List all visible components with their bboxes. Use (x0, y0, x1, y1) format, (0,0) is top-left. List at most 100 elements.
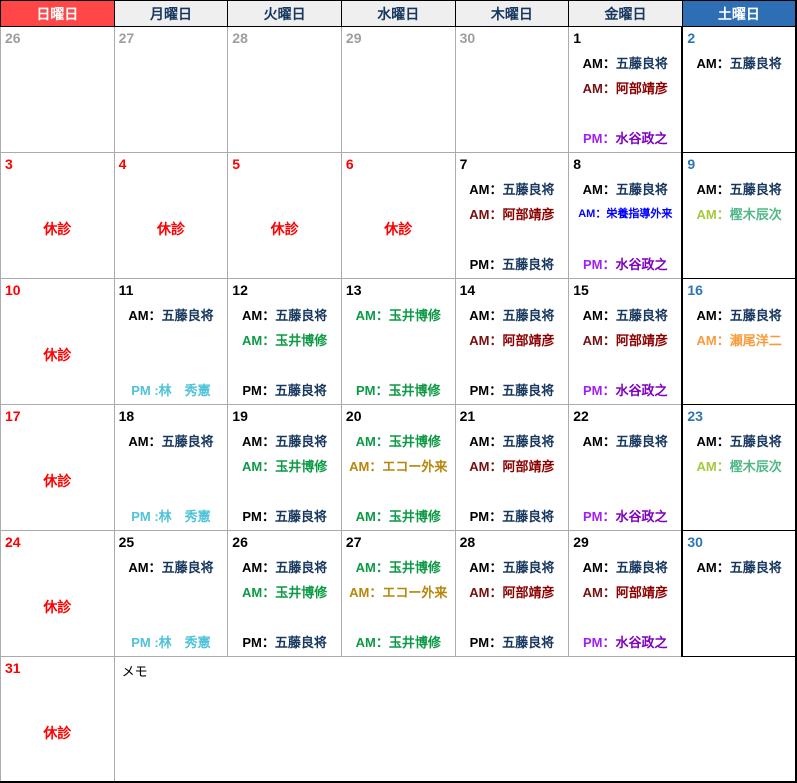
shift-label: AM： (469, 434, 503, 449)
doctor-name: 玉井博修 (275, 459, 328, 474)
calendar-week-row: 3 休診 4 休診 5 休診 6 休診 7 AM：五藤良将 AM：阿部靖彦 PM：五藤良将 8 AM：五藤… (0, 152, 797, 279)
shift-label: PM： (355, 383, 389, 398)
day-cell-10[interactable]: 10 休診 (0, 278, 115, 405)
schedule-line: AM：五藤良将 (569, 303, 681, 328)
schedule-line: AM：エコー外来 (342, 454, 455, 479)
day-cell-7[interactable]: 7 AM：五藤良将 AM：阿部靖彦 PM：五藤良将 (454, 152, 570, 279)
day-cell-25[interactable]: 25 AM：五藤良将 PM :林 秀憲 (113, 530, 229, 657)
day-cell-9[interactable]: 9 AM：五藤良将 AM：樫木辰次 (681, 152, 797, 279)
doctor-name: 五藤良将 (161, 560, 214, 575)
shift-label: PM： (469, 509, 503, 524)
schedule-lines: AM：五藤良将 AM：瀬尾洋二 (683, 303, 795, 403)
doctor-name: 五藤良将 (615, 56, 668, 71)
day-cell-28[interactable]: 28 AM：五藤良将 AM：阿部靖彦 PM：五藤良将 (454, 530, 570, 657)
day-cell-5[interactable]: 5 休診 (227, 152, 342, 279)
doctor-name: 水谷政之 (615, 635, 668, 650)
doctor-name: 五藤良将 (274, 383, 327, 398)
schedule-line: AM：阿部靖彦 (456, 580, 569, 605)
schedule-line (115, 328, 228, 353)
day-cell-12[interactable]: 12 AM：五藤良将 AM：玉井博修 PM：五藤良将 (227, 278, 342, 405)
doctor-name: 五藤良将 (615, 434, 668, 449)
day-cell-1[interactable]: 1 AM：五藤良将 AM：阿部靖彦 PM：水谷政之 (568, 26, 683, 153)
day-cell-11[interactable]: 11 AM：五藤良将 PM :林 秀憲 (113, 278, 229, 405)
schedule-line: PM：五藤良将 (456, 378, 569, 403)
schedule-line: AM：五藤良将 (569, 429, 681, 454)
shift-label: AM： (469, 459, 503, 474)
day-cell-29[interactable]: 29 AM：五藤良将 AM：阿部靖彦 PM：水谷政之 (568, 530, 683, 657)
date-number: 8 (573, 156, 581, 172)
day-cell-26[interactable]: 26 (0, 26, 115, 153)
date-number: 9 (687, 156, 696, 172)
schedule-line (569, 454, 681, 479)
day-cell-24[interactable]: 24 休診 (0, 530, 115, 657)
day-cell-28[interactable]: 28 (227, 26, 342, 153)
day-cell-13[interactable]: 13 AM：玉井博修 PM：玉井博修 (340, 278, 456, 405)
schedule-line (115, 126, 228, 151)
day-cell-18[interactable]: 18 AM：五藤良将 PM :林 秀憲 (113, 404, 229, 531)
shift-label: PM： (583, 635, 616, 650)
day-cell-6[interactable]: 6 休診 (340, 152, 456, 279)
schedule-line (456, 51, 569, 76)
day-cell-27[interactable]: 27 AM：玉井博修 AM：エコー外来 AM：玉井博修 (340, 530, 456, 657)
weekday-header-friday: 金曜日 (568, 0, 683, 27)
schedule-lines: AM：五藤良将 AM：阿部靖彦 PM：五藤良将 (456, 555, 569, 655)
schedule-line (456, 126, 569, 151)
doctor-name: 五藤良将 (729, 182, 782, 197)
day-cell-20[interactable]: 20 AM：玉井博修 AM：エコー外来 AM：玉井博修 (340, 404, 456, 531)
schedule-line: AM：阿部靖彦 (569, 580, 681, 605)
schedule-line (569, 605, 681, 630)
date-number: 6 (345, 156, 354, 172)
date-number: 18 (118, 408, 135, 424)
day-cell-23[interactable]: 23 AM：五藤良将 AM：樫木辰次 (681, 404, 797, 531)
schedule-line (683, 101, 795, 126)
schedule-line: AM：玉井博修 (342, 630, 455, 655)
day-cell-27[interactable]: 27 (113, 26, 229, 153)
day-cell-30[interactable]: 30 (454, 26, 570, 153)
date-number: 29 (345, 30, 362, 46)
day-cell-22[interactable]: 22 AM：五藤良将 PM：水谷政之 (568, 404, 683, 531)
doctor-name: 五藤良将 (502, 257, 555, 272)
schedule-line (569, 227, 681, 252)
schedule-line (683, 252, 795, 277)
schedule-line (115, 51, 228, 76)
schedule-line (115, 76, 228, 101)
shift-label: AM： (469, 333, 503, 348)
day-cell-30[interactable]: 30 AM：五藤良将 (681, 530, 797, 657)
date-number: 26 (5, 30, 21, 46)
schedule-line: AM：阿部靖彦 (456, 202, 569, 227)
memo-cell[interactable]: メモ (113, 656, 797, 783)
schedule-line: AM：樫木辰次 (683, 454, 795, 479)
day-cell-14[interactable]: 14 AM：五藤良将 AM：阿部靖彦 PM：五藤良将 (454, 278, 570, 405)
shift-label: PM： (242, 383, 275, 398)
schedule-lines: AM：五藤良将 PM :林 秀憲 (115, 555, 228, 655)
schedule-line: AM：エコー外来 (342, 580, 455, 605)
schedule-line: AM：阿部靖彦 (456, 454, 569, 479)
shift-label: AM： (582, 585, 616, 600)
doctor-name: 玉井博修 (275, 585, 328, 600)
schedule-line: AM：五藤良将 (683, 51, 795, 76)
schedule-line: AM：五藤良将 (683, 303, 795, 328)
shift-label: AM： (696, 560, 730, 575)
day-cell-19[interactable]: 19 AM：五藤良将 AM：玉井博修 PM：五藤良将 (227, 404, 342, 531)
day-cell-8[interactable]: 8 AM：五藤良将 AM：栄養指導外来 PM：水谷政之 (568, 152, 683, 279)
day-cell-2[interactable]: 2 AM：五藤良将 (681, 26, 797, 153)
day-cell-21[interactable]: 21 AM：五藤良将 AM：阿部靖彦 PM：五藤良将 (454, 404, 570, 531)
day-cell-3[interactable]: 3 休診 (0, 152, 115, 279)
day-cell-17[interactable]: 17 休診 (0, 404, 115, 531)
schedule-line (683, 126, 795, 151)
shift-label: AM： (349, 585, 383, 600)
day-cell-29[interactable]: 29 (340, 26, 456, 153)
schedule-line: AM：五藤良将 (569, 555, 681, 580)
weekday-header-wednesday: 水曜日 (340, 0, 456, 27)
schedule-line (342, 101, 455, 126)
shift-label: AM： (241, 308, 276, 323)
shift-label: AM： (469, 308, 503, 323)
doctor-name: 五藤良将 (502, 560, 555, 575)
day-cell-26[interactable]: 26 AM：五藤良将 AM：玉井博修 PM：五藤良将 (227, 530, 342, 657)
schedule-line: AM：五藤良将 (456, 429, 569, 454)
closed-label: 休診 (384, 221, 413, 237)
day-cell-16[interactable]: 16 AM：五藤良将 AM：瀬尾洋二 (681, 278, 797, 405)
day-cell-4[interactable]: 4 休診 (113, 152, 229, 279)
day-cell-31[interactable]: 31 休診 (0, 656, 115, 783)
day-cell-15[interactable]: 15 AM：五藤良将 AM：阿部靖彦 PM：水谷政之 (568, 278, 683, 405)
